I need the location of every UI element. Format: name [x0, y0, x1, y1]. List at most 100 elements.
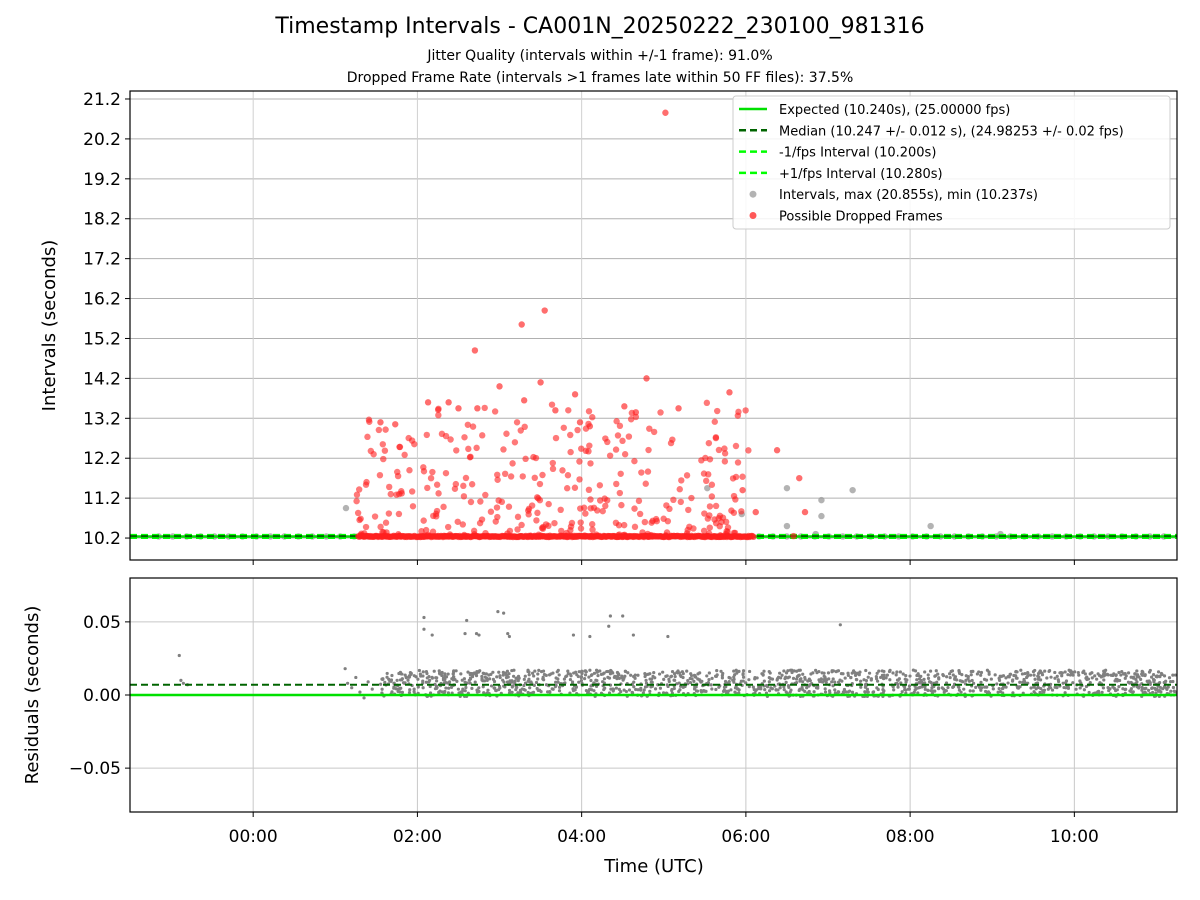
- legend-label: Expected (10.240s), (25.00000 fps): [779, 103, 1010, 118]
- residual-point: [767, 680, 771, 684]
- dropped-frame-point: [545, 500, 552, 508]
- dropped-frame-point: [593, 531, 600, 538]
- dropped-frame-point: [560, 424, 567, 431]
- residual-point: [1074, 687, 1078, 691]
- dropped-frame-point: [678, 477, 685, 484]
- dropped-frame-point: [382, 426, 389, 433]
- residual-point: [1133, 672, 1137, 676]
- residual-point: [547, 673, 552, 677]
- residual-point: [1135, 669, 1139, 673]
- residual-point: [446, 672, 450, 676]
- residual-point: [507, 672, 511, 676]
- residual-point: [969, 673, 973, 677]
- residual-point: [982, 677, 987, 681]
- residual-point: [1129, 675, 1133, 679]
- residual-point: [676, 671, 680, 675]
- residual-point: [1038, 669, 1042, 673]
- dropped-frame-point: [520, 397, 528, 404]
- residual-point: [1114, 673, 1118, 677]
- dropped-frame-point: [387, 490, 394, 498]
- residual-point: [864, 678, 869, 683]
- residual-point: [830, 680, 834, 684]
- dropped-frame-point: [664, 517, 672, 525]
- residual-point: [669, 675, 673, 679]
- residual-point: [380, 687, 384, 691]
- dropped-frame-point: [476, 519, 484, 527]
- dropped-frame-point: [427, 474, 435, 482]
- residual-point: [574, 670, 578, 674]
- dropped-frame-point: [357, 515, 364, 522]
- top-ytick-label: 20.2: [83, 130, 121, 150]
- residual-point: [986, 690, 991, 694]
- residual-point: [620, 676, 624, 680]
- residual-point: [536, 688, 540, 693]
- dropped-frame-point: [462, 474, 470, 482]
- residual-point: [1020, 672, 1025, 676]
- residual-point: [459, 672, 463, 676]
- residual-point: [422, 627, 426, 631]
- residual-point: [692, 673, 697, 677]
- residual-point: [1162, 674, 1167, 678]
- dropped-frame-point: [469, 423, 477, 430]
- top-plot-area: [130, 109, 1177, 541]
- dropped-frame-subtitle: Dropped Frame Rate (intervals >1 frames …: [346, 70, 854, 86]
- dropped-frame-point: [618, 501, 625, 509]
- residual-point: [820, 671, 824, 675]
- residual-point: [934, 669, 938, 673]
- residual-point: [636, 688, 640, 692]
- residual-point: [710, 676, 714, 680]
- residual-point: [737, 688, 741, 692]
- residual-point: [1143, 690, 1147, 694]
- residual-point: [496, 610, 500, 614]
- dropped-frame-point: [631, 457, 638, 465]
- xtick-label: 04:00: [557, 827, 606, 847]
- residual-point: [632, 680, 636, 684]
- dropped-frame-point: [552, 407, 559, 414]
- residual-point: [895, 670, 899, 674]
- residual-point: [614, 686, 618, 690]
- legend-label: Intervals, max (20.855s), min (10.237s): [779, 188, 1038, 203]
- residual-point: [358, 690, 362, 694]
- dropped-frame-point: [501, 470, 509, 478]
- dropped-frame-point: [722, 518, 730, 526]
- residual-point: [792, 669, 796, 673]
- dropped-frame-point: [557, 532, 564, 539]
- legend: Expected (10.240s), (25.00000 fps) Median…: [732, 95, 1171, 230]
- residual-point: [502, 611, 506, 615]
- dropped-frame-point: [408, 488, 416, 495]
- residual-point: [836, 680, 841, 684]
- residual-point: [417, 668, 421, 673]
- residual-point: [510, 684, 515, 688]
- residual-point: [787, 675, 791, 679]
- dropped-frame-point: [435, 490, 442, 497]
- dropped-frame-point: [394, 472, 402, 480]
- residual-point: [513, 679, 517, 683]
- residual-point: [421, 686, 425, 690]
- residual-point: [1073, 670, 1077, 674]
- residual-point: [571, 633, 576, 637]
- residual-point: [536, 672, 540, 676]
- residual-point: [1148, 668, 1152, 673]
- residual-point: [896, 685, 900, 689]
- dropped-frame-point: [519, 473, 526, 480]
- dropped-frame-point: [564, 472, 572, 479]
- residual-point: [1068, 669, 1072, 674]
- dropped-frame-point: [636, 510, 644, 518]
- dropped-frame-point: [675, 405, 682, 412]
- residual-point: [672, 678, 676, 682]
- dropped-frame-point: [377, 419, 384, 426]
- residual-point: [1149, 675, 1154, 679]
- dropped-frame-point: [729, 475, 737, 482]
- dropped-frame-point: [380, 455, 387, 463]
- bottom-ylabel: Residuals (seconds): [22, 606, 43, 785]
- dropped-frame-point: [432, 510, 440, 518]
- residual-point: [926, 673, 930, 677]
- residual-point: [678, 673, 682, 677]
- dropped-frame-point: [701, 510, 708, 517]
- residual-point: [941, 672, 945, 677]
- residual-point: [343, 667, 347, 671]
- residual-point: [799, 677, 803, 681]
- residual-point: [1111, 673, 1115, 678]
- residual-point: [617, 673, 621, 677]
- dropped-frame-point: [435, 405, 442, 412]
